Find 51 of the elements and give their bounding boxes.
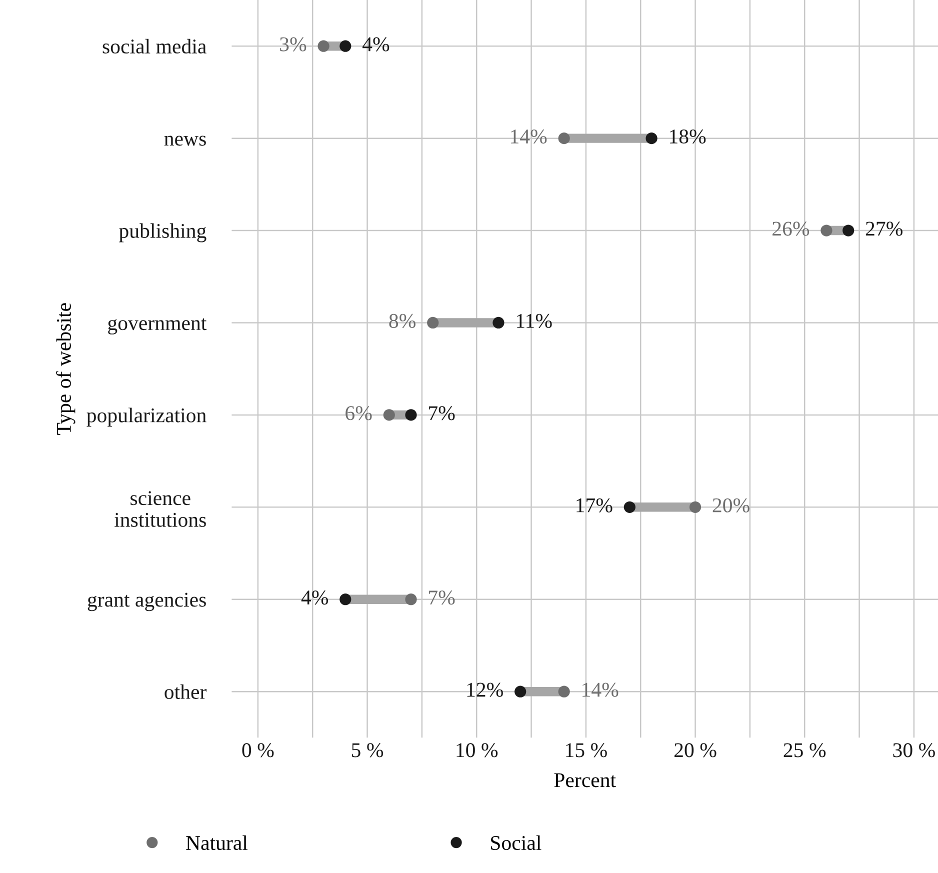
data-label: 18% [670,129,706,144]
y-tick-label: publishing [119,223,206,242]
data-label: 7% [429,590,455,605]
data-label: 27% [866,222,902,236]
point [689,501,702,513]
y-tick-label: popularization [86,408,206,427]
point [405,594,417,606]
data-label: 17% [576,498,612,512]
y-tick-label: social media [102,38,206,54]
point [624,501,636,513]
data-label: 4% [362,37,390,52]
data-label: 12% [467,682,503,697]
data-label: 7% [429,406,455,420]
point [318,40,330,52]
x-axis-title: Percent [554,773,616,788]
point [340,594,352,606]
point [383,409,395,421]
data-label: 3% [280,37,306,52]
x-tick-label: 15 % [566,743,607,758]
point [558,132,570,144]
point [558,686,570,698]
data-label: 6% [346,406,372,420]
point [340,40,352,52]
y-tick-label: science institutions [114,491,206,527]
data-label: 20% [712,498,750,512]
y-tick-label: grant agencies [88,592,206,612]
x-tick-label: 5 % [352,743,384,758]
point [405,409,417,421]
point [427,316,439,329]
data-label: 26% [772,222,810,236]
y-tick-label: news [164,136,206,146]
data-label: 14% [511,129,547,144]
data-label: 8% [389,314,416,328]
point [514,686,526,698]
data-label: 4% [301,590,328,605]
legend-label: Social [491,835,542,850]
x-tick-label: 30 % [893,743,935,758]
y-tick-label: government [108,318,207,334]
point [646,132,658,144]
point [842,224,854,236]
y-axis-title: Type of website [56,303,76,435]
point [820,224,832,236]
x-tick-label: 20 % [674,743,716,758]
y-tick-label: other [164,684,207,700]
point [492,316,504,329]
data-label: 14% [582,682,618,697]
x-tick-label: 0 % [242,743,274,758]
data-label: 11% [516,314,552,328]
legend-label: Natural [186,835,248,850]
x-tick-label: 25 % [784,743,826,758]
x-tick-label: 10 % [456,743,498,758]
